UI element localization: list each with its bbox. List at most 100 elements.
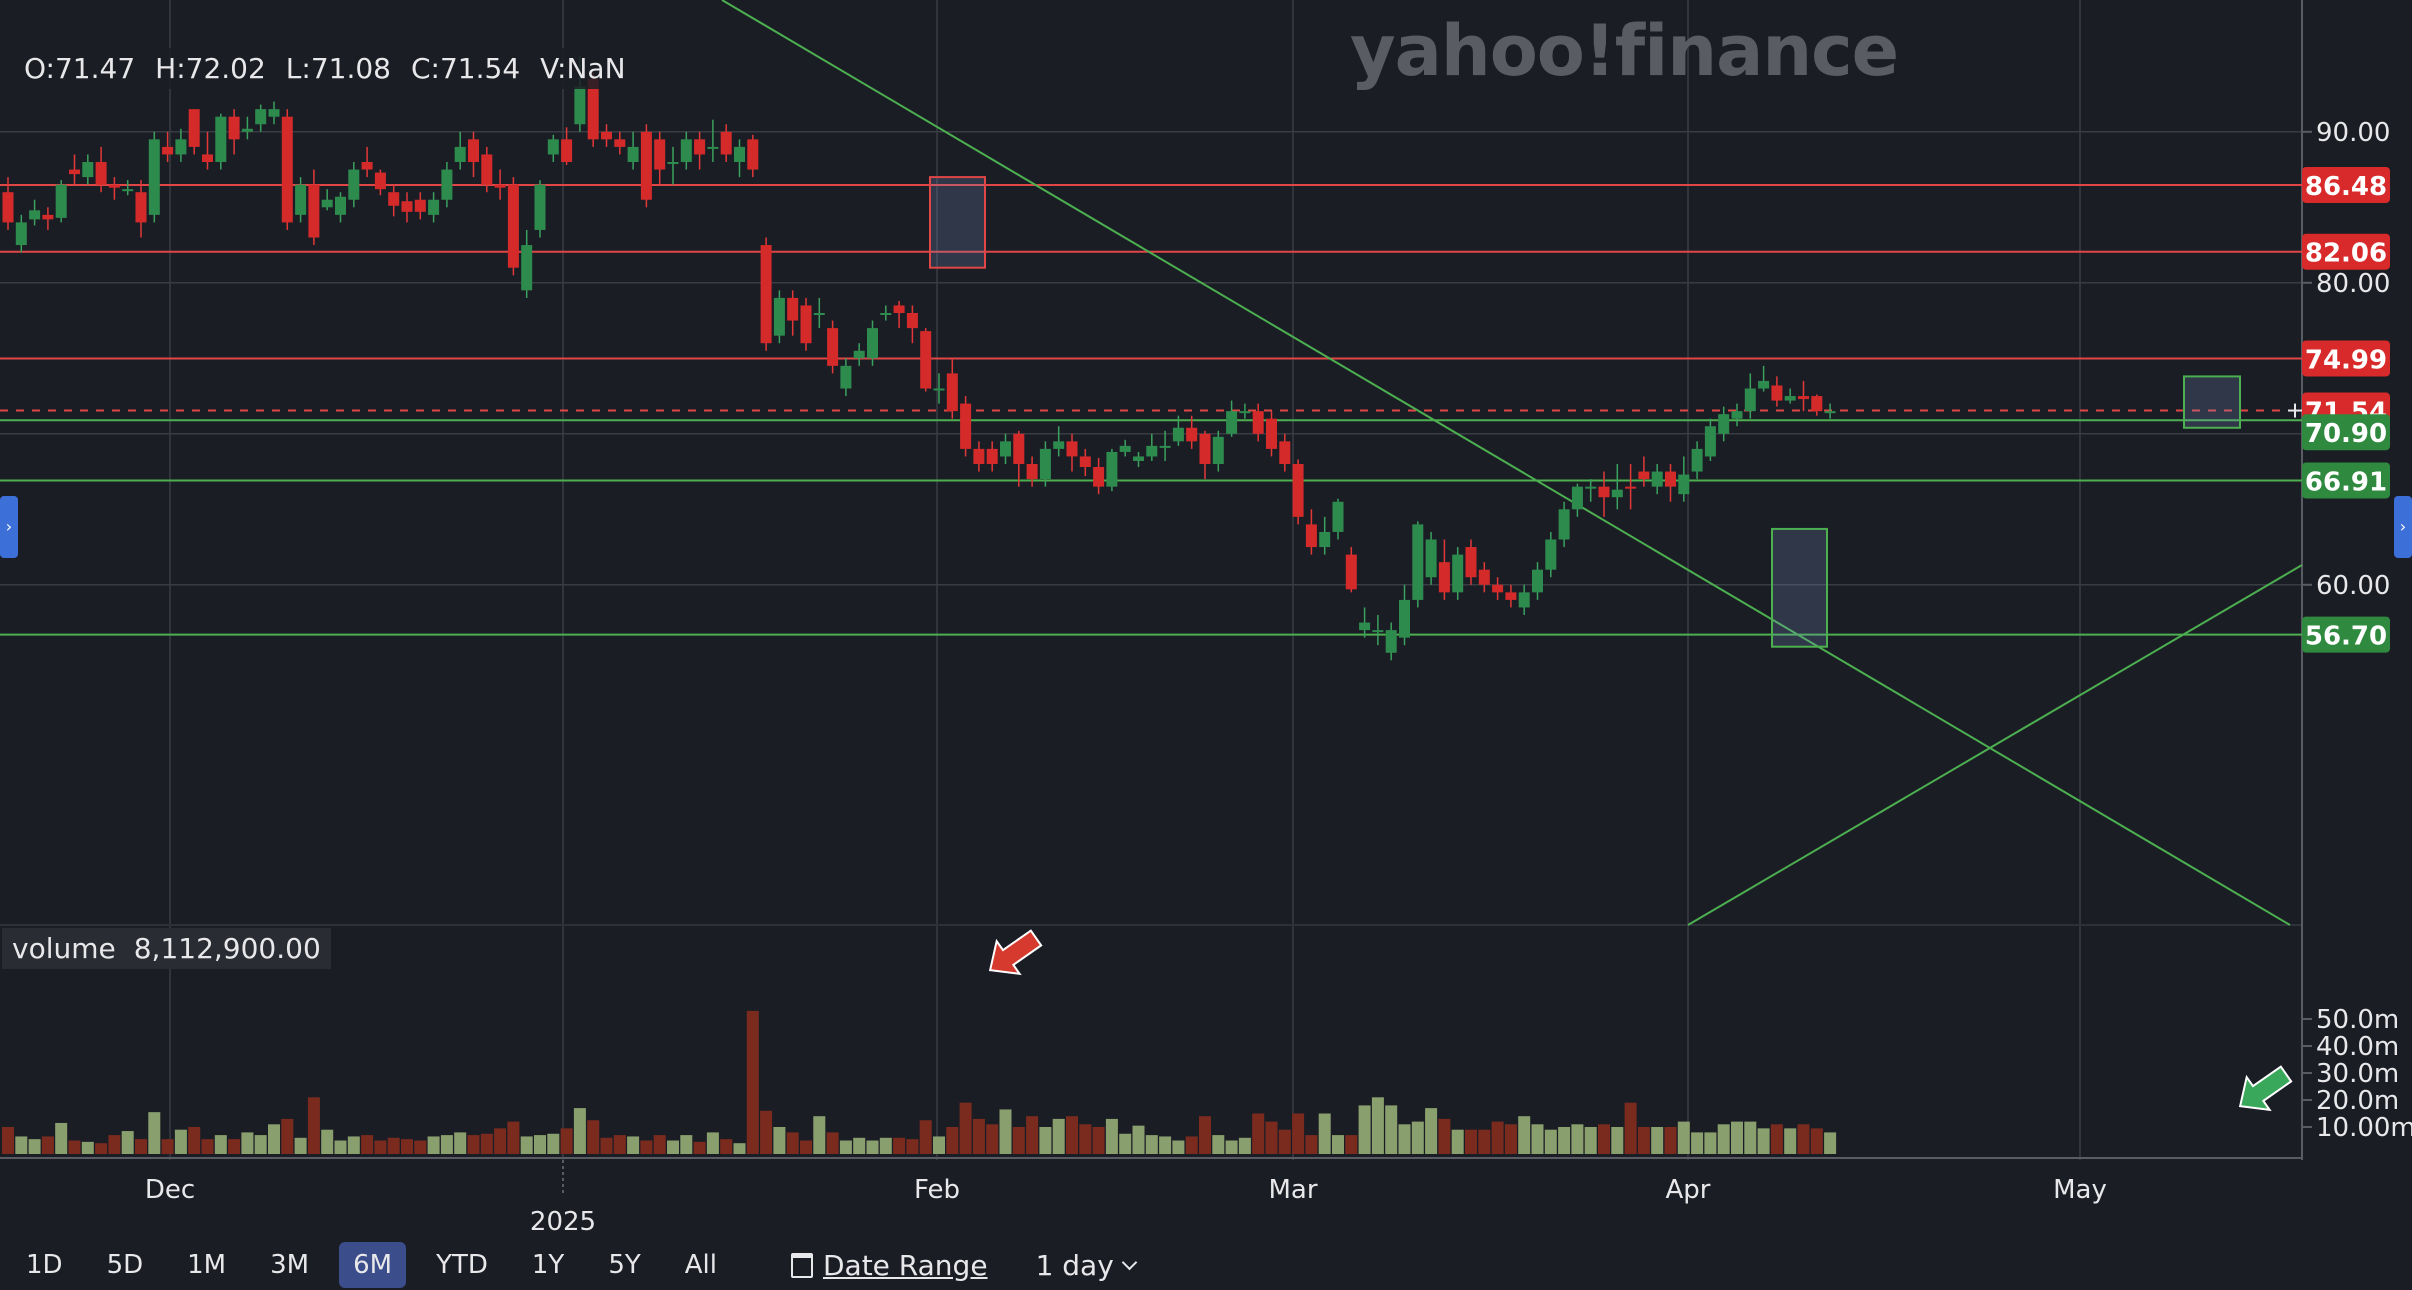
range-toolbar: 1D 5D 1M 3M 6M YTD 1Y 5Y All Date Range … (0, 1240, 2412, 1290)
volume-bar (401, 1139, 413, 1154)
candle-body (973, 448, 985, 464)
candle-body (1598, 486, 1610, 498)
volume-bar (427, 1136, 440, 1154)
volume-bar (1092, 1127, 1105, 1154)
volume-bar (893, 1137, 906, 1154)
volume-legend-value: 8,112,900.00 (133, 932, 321, 965)
volume-bar (853, 1137, 866, 1154)
volume-bar (1584, 1127, 1597, 1154)
candle-body (1279, 441, 1291, 464)
date-range-button[interactable]: Date Range (790, 1249, 988, 1282)
volume-bar (1332, 1135, 1344, 1154)
range-1m-button[interactable]: 1M (187, 1250, 227, 1280)
candle-body (1212, 436, 1224, 464)
range-1y-button[interactable]: 1Y (531, 1250, 565, 1280)
candle-body (1731, 411, 1743, 419)
candle-body (1438, 562, 1450, 593)
green-arrow-icon-shape (2238, 1065, 2293, 1112)
chart-grid (0, 0, 2303, 1195)
volume-bar (1425, 1108, 1438, 1154)
volume-bar (547, 1133, 560, 1154)
volume-bar (494, 1128, 507, 1154)
candle-body (1665, 471, 1676, 487)
candle-body (960, 403, 972, 449)
volume-bar (41, 1136, 54, 1154)
range-5d-button[interactable]: 5D (106, 1250, 144, 1280)
volume-bar (188, 1127, 201, 1154)
volume-bar (720, 1139, 733, 1154)
candle-body (787, 297, 799, 321)
volume-tick-label: 20.0m (2316, 1086, 2399, 1116)
green-arrow-icon (2238, 1065, 2293, 1112)
uptrend-line (1687, 564, 2303, 926)
price-label-text: 86.48 (2305, 172, 2387, 202)
candle-body (547, 139, 559, 155)
volume-bar (534, 1135, 546, 1154)
candle-body (601, 131, 612, 140)
candle-body (1691, 448, 1703, 472)
volume-bar (201, 1139, 214, 1154)
volume-bar (1531, 1124, 1544, 1154)
candle-body (707, 146, 719, 149)
candle-body (534, 184, 546, 230)
candle-body (1053, 441, 1065, 449)
candle-body (1119, 445, 1131, 452)
downtrend-line (721, 0, 2291, 926)
volume-bar (1810, 1128, 1823, 1154)
volume-bar (1717, 1124, 1730, 1154)
price-label-box (2302, 166, 2390, 203)
volume-bar (361, 1135, 374, 1154)
candle-body (667, 162, 679, 164)
left-panel-toggle[interactable]: › (0, 496, 18, 558)
candle-body (82, 162, 94, 178)
candle-body (1252, 411, 1264, 434)
interval-dropdown[interactable]: 1 day (1036, 1249, 1138, 1282)
volume-bar (1371, 1097, 1384, 1154)
range-5y-button[interactable]: 5Y (608, 1250, 641, 1280)
range-all-button[interactable]: All (684, 1250, 717, 1280)
y-tick-label: 60.00 (2316, 571, 2390, 601)
volume-bar (228, 1139, 241, 1154)
volume-bar (1039, 1127, 1052, 1154)
volume-bar (108, 1135, 121, 1154)
candle-body (521, 245, 533, 291)
volume-bar (1398, 1124, 1411, 1154)
candle-body (321, 199, 333, 208)
range-6m-button[interactable]: 6M (339, 1242, 407, 1288)
volume-bar (174, 1129, 187, 1154)
candle-body (1678, 474, 1690, 495)
volume-bar (1292, 1113, 1305, 1154)
candle-body (374, 172, 386, 190)
candle-body (1545, 539, 1557, 570)
candle-body (627, 146, 639, 162)
volume-bar (587, 1120, 600, 1154)
volume-bar (800, 1140, 812, 1154)
candle-body (1159, 445, 1171, 448)
candle-body (29, 210, 41, 220)
candle-body (1532, 569, 1543, 593)
volume-bar (334, 1140, 347, 1154)
highlight-boxes (929, 176, 2241, 648)
candle-body (1026, 464, 1038, 480)
candle-body (747, 139, 759, 170)
volume-bar (746, 1010, 759, 1154)
high-value: H:72.02 (155, 52, 266, 85)
open-value: O:71.47 (24, 52, 136, 85)
range-1d-button[interactable]: 1D (26, 1250, 63, 1280)
right-panel-toggle[interactable]: › (2394, 496, 2412, 558)
volume-bar (1704, 1132, 1717, 1154)
low-value: L:71.08 (285, 52, 391, 85)
candle-body (188, 109, 200, 147)
volume-arrows (988, 929, 2293, 1112)
red-arrow-icon (988, 929, 1043, 976)
candle-body (880, 313, 892, 315)
candle-body (228, 116, 240, 140)
volume-bar (573, 1108, 586, 1154)
volume-bar (440, 1135, 453, 1154)
range-ytd-button[interactable]: YTD (436, 1250, 488, 1280)
candle-body (1611, 489, 1623, 498)
candle-body (1000, 441, 1011, 457)
range-3m-button[interactable]: 3M (270, 1250, 310, 1280)
candle-body (986, 448, 998, 464)
